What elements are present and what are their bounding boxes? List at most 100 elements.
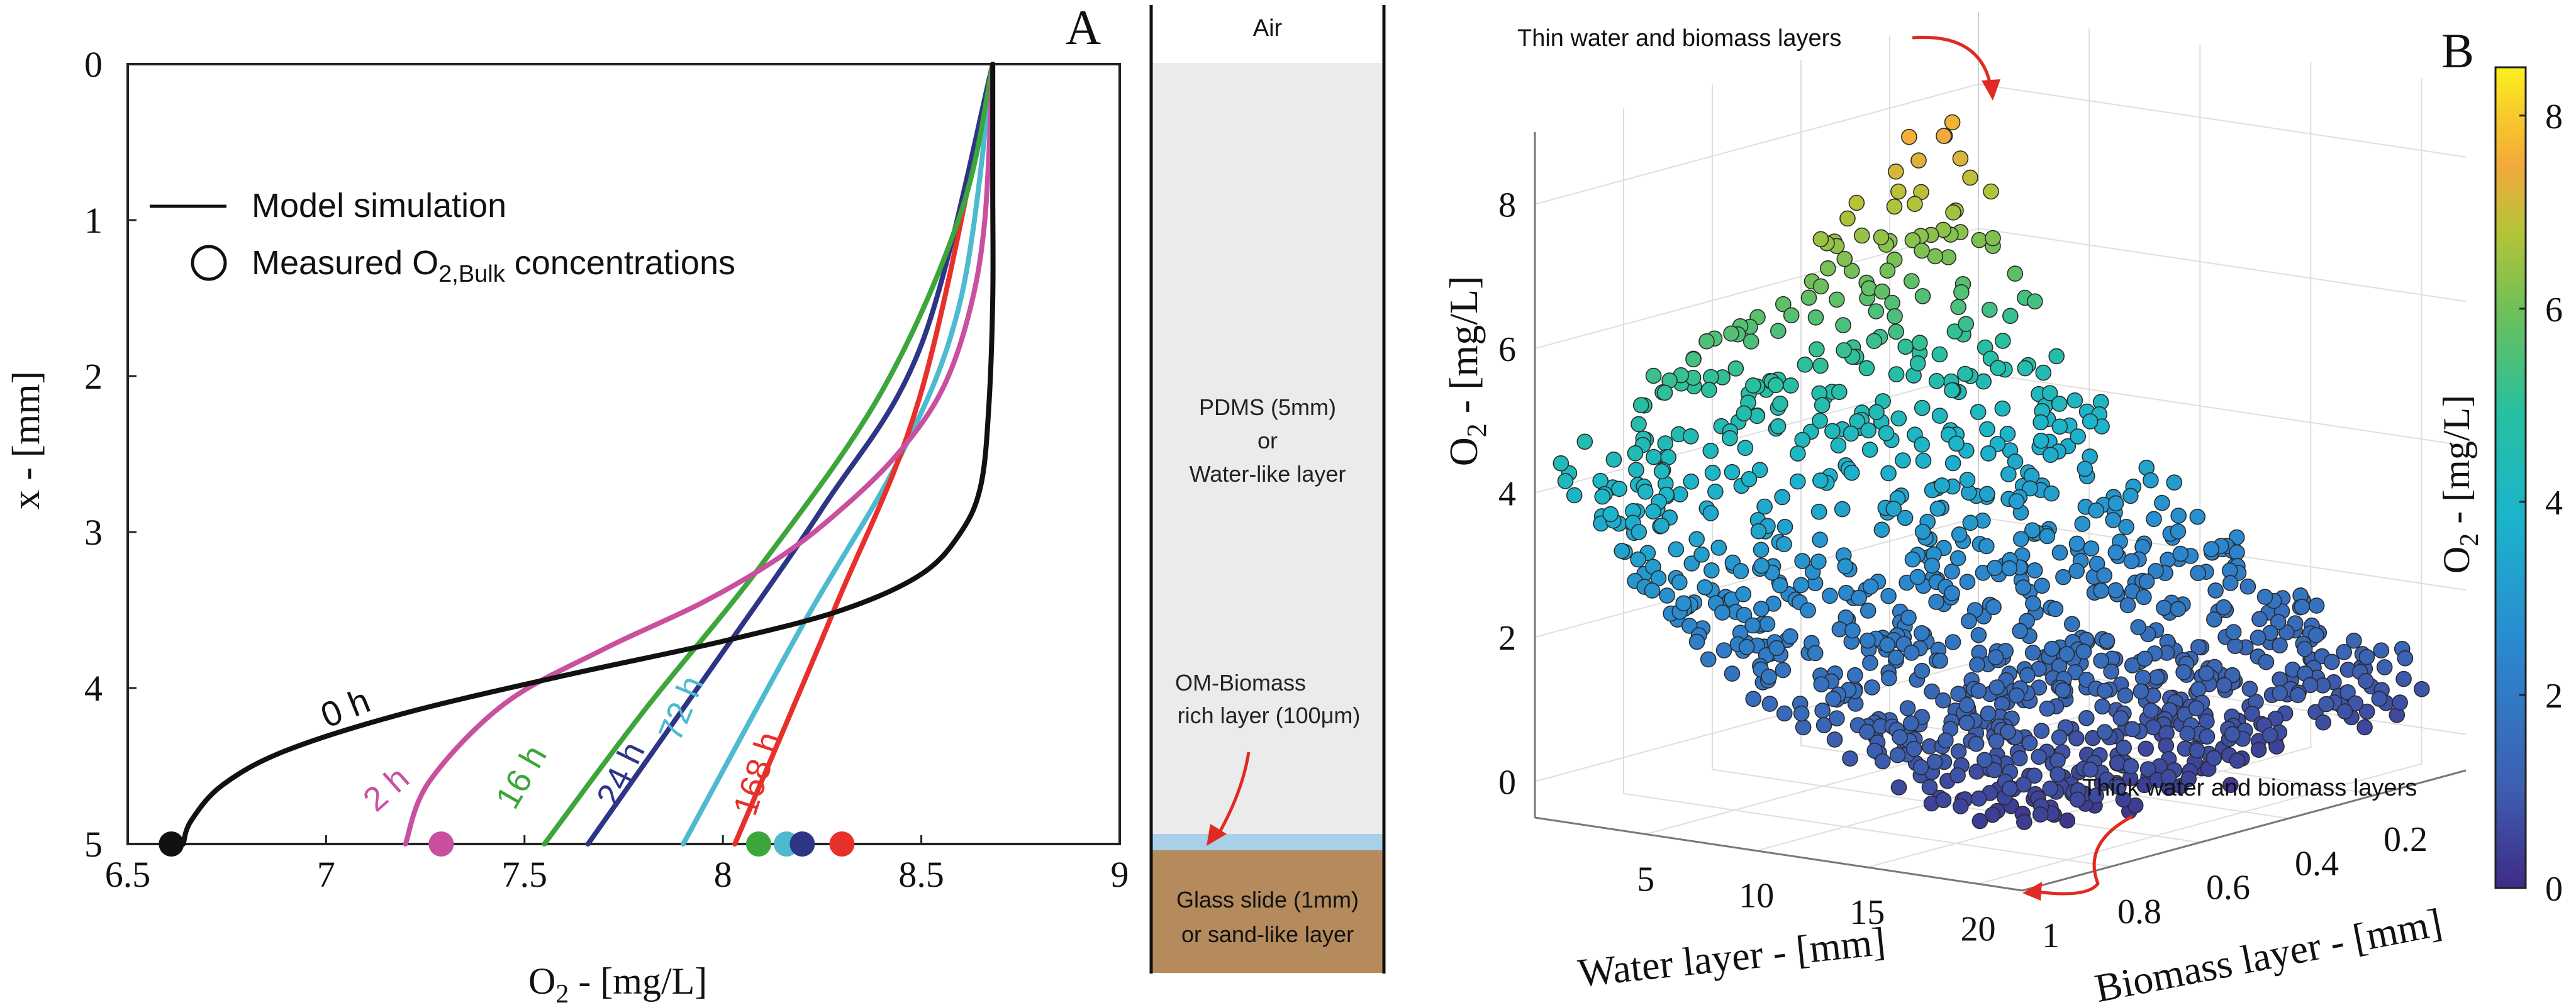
scatter-point	[1753, 557, 1770, 574]
scatter-point	[2078, 710, 2095, 726]
scatter-point	[1888, 323, 1904, 340]
scatter-point	[2043, 447, 2059, 464]
scatter-point	[2308, 597, 2325, 614]
scatter-point	[2229, 752, 2246, 769]
scatter-point	[1782, 628, 1798, 645]
scatter-point	[2012, 623, 2028, 640]
colorbar-ticks: 0 2 4 6 8	[2519, 97, 2563, 909]
scatter-point	[1668, 541, 1685, 558]
scatter-point	[1879, 262, 1896, 279]
thick-layers-arrow	[2036, 814, 2134, 896]
panel-a-measured-markers	[159, 831, 855, 857]
om-biomass-layer	[1152, 834, 1383, 850]
scatter-point	[1962, 169, 1978, 186]
scatter-point	[2358, 648, 2375, 665]
scatter-point	[1944, 634, 1961, 650]
scatter-point	[1775, 296, 1792, 313]
scatter-point	[2051, 544, 2068, 561]
scatter-point	[2190, 681, 2207, 697]
scatter-point	[1885, 501, 1902, 517]
scatter-point	[1934, 477, 1950, 494]
scatter-point	[2093, 652, 2109, 669]
scatter-point	[1843, 464, 1860, 481]
scatter-point	[2068, 535, 2085, 552]
scatter-point	[1768, 640, 1785, 657]
scatter-point	[2112, 710, 2129, 726]
x-gridline	[1867, 62, 2312, 869]
scatter-point	[1938, 732, 1954, 749]
scatter-point	[2016, 814, 2032, 830]
scatter-point	[1924, 683, 1940, 700]
scatter-point	[2069, 791, 2086, 808]
panel-a-y-tick-labels: 0 1 2 3 4 5	[84, 44, 137, 865]
scatter-point	[1873, 229, 1890, 246]
x-tick-label: 10	[1739, 877, 1774, 916]
scatter-point	[1914, 625, 1930, 641]
scatter-point	[1756, 498, 1773, 515]
scatter-point	[1738, 639, 1755, 655]
scatter-point	[2051, 729, 2068, 746]
scatter-point	[1987, 649, 2004, 665]
panel-a-plot-frame	[126, 63, 1121, 845]
scatter-point	[2130, 619, 2146, 636]
scatter-point	[1814, 397, 1831, 414]
scatter-point	[1952, 150, 1969, 167]
scatter-point	[1688, 531, 1705, 548]
scatter-point	[1793, 705, 1810, 722]
scatter-point	[2392, 694, 2408, 711]
scatter-point	[1812, 413, 1828, 429]
y-tick-label: 1	[2042, 916, 2060, 955]
scatter-point	[1953, 284, 1970, 301]
scatter-point	[1903, 645, 1920, 661]
scatter-point	[1979, 486, 1995, 502]
legend-model-simulation: Model simulation	[252, 187, 506, 225]
scatter-point	[1910, 152, 1927, 169]
scatter-point	[1770, 418, 1787, 435]
scatter-point	[2190, 639, 2207, 655]
scatter-point	[1553, 455, 1570, 472]
scatter-point	[1945, 204, 1961, 221]
scatter-point	[2395, 670, 2412, 687]
scatter-point	[1688, 633, 1705, 650]
scatter-point	[2088, 555, 2105, 572]
scatter-point	[2315, 714, 2331, 731]
colorbar-label: O2 - [mg/L]	[2436, 395, 2484, 574]
glass-label-line2: or sand-like layer	[1181, 921, 1354, 947]
y-gridline	[1623, 108, 2112, 867]
scatter-point	[2099, 633, 2116, 649]
scatter-point	[1875, 753, 1891, 770]
scatter-point	[1944, 455, 1961, 472]
scatter-point	[1905, 741, 1922, 757]
z-tick-label: 2	[1498, 619, 1516, 658]
scatter-point	[1557, 473, 1574, 489]
scatter-point	[2097, 724, 2113, 740]
scatter-point	[1887, 308, 1903, 325]
scatter-point	[2055, 682, 2071, 699]
scatter-point	[1914, 242, 1930, 259]
scatter-point	[2188, 742, 2205, 759]
scatter-point	[1751, 462, 1768, 479]
scatter-point	[1848, 194, 1865, 211]
x-gridline	[1978, 78, 2423, 885]
scatter-point	[2216, 599, 2232, 616]
scatter-point	[1914, 399, 1931, 416]
scatter-point	[1645, 367, 1662, 384]
scatter-point	[1702, 442, 1719, 459]
scatter-point	[2068, 730, 2085, 747]
scatter-point	[1815, 717, 1832, 733]
scatter-point	[1646, 448, 1662, 465]
scatter-point	[1897, 338, 1914, 355]
scatter-point	[2093, 582, 2109, 599]
scatter-point	[1890, 779, 1907, 796]
scatter-point	[1862, 578, 1879, 595]
scatter-point	[2012, 531, 2029, 548]
y-tick-label: 0.4	[2295, 844, 2339, 883]
scatter-point	[1675, 595, 1692, 612]
thick-layers-annotation: Thick water and biomass layers	[2082, 775, 2417, 801]
scatter-point	[1951, 526, 1968, 543]
scatter-point	[1683, 428, 1699, 445]
scatter-point	[2143, 702, 2159, 719]
colorbar	[2494, 66, 2527, 889]
scatter-point	[2035, 364, 2052, 381]
scatter-point	[1959, 574, 1976, 591]
